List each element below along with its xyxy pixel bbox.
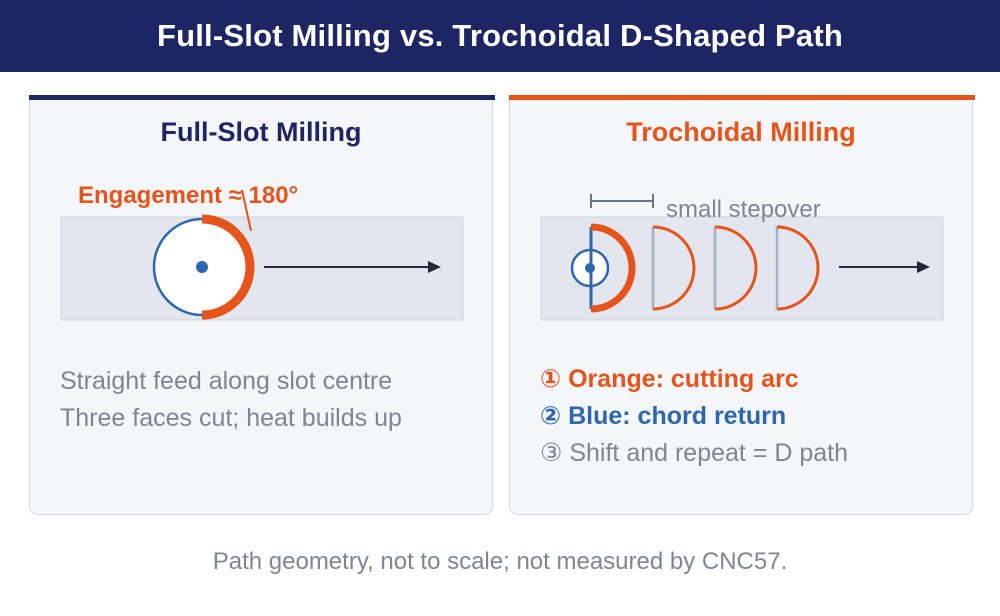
legend-cutting-arc: ① Orange: cutting arc bbox=[540, 365, 799, 393]
panel-accent-bar bbox=[29, 95, 495, 100]
trochoidal-title: Trochoidal Milling bbox=[626, 117, 856, 147]
stepover-label: small stepover bbox=[666, 196, 821, 223]
trochoidal-diagram: small stepover bbox=[540, 194, 944, 321]
engagement-label: Engagement ≈ 180° bbox=[78, 182, 298, 209]
feed-arrowhead bbox=[428, 261, 441, 273]
panel-accent-bar bbox=[509, 95, 975, 100]
legend-chord-return: ② Blue: chord return bbox=[540, 402, 787, 430]
description-line-1: Straight feed along slot centre bbox=[60, 367, 393, 395]
d-path-arc-icon bbox=[590, 223, 636, 313]
d-path-arc-icon bbox=[652, 225, 696, 311]
tool-centre-dot bbox=[196, 261, 208, 273]
full-slot-description: Straight feed along slot centre Three fa… bbox=[60, 363, 402, 437]
cutting-engagement-arc bbox=[201, 214, 255, 320]
footer-note: Path geometry, not to scale; not measure… bbox=[212, 548, 788, 575]
legend-shift-repeat: ③ Shift and repeat = D path bbox=[540, 439, 849, 467]
page-header: Full-Slot Milling vs. Trochoidal D-Shape… bbox=[0, 0, 1000, 72]
slot-workpiece bbox=[60, 216, 464, 321]
feed-arrowhead bbox=[917, 261, 930, 273]
full-slot-title: Full-Slot Milling bbox=[160, 117, 362, 147]
d-path-arc-icon bbox=[776, 225, 820, 311]
engagement-leader-line bbox=[241, 189, 252, 232]
full-slot-panel: Full-Slot Milling Engagement ≈ 180° Stra… bbox=[29, 95, 495, 515]
trochoidal-panel: Trochoidal Milling small stepover ① Oran… bbox=[509, 95, 975, 515]
page-title: Full-Slot Milling vs. Trochoidal D-Shape… bbox=[156, 18, 844, 53]
d-path-arc-icon bbox=[714, 225, 758, 311]
description-line-2: Three faces cut; heat builds up bbox=[60, 404, 402, 432]
full-slot-diagram: Engagement ≈ 180° bbox=[60, 182, 464, 321]
trochoidal-legend: ① Orange: cutting arc ② Blue: chord retu… bbox=[540, 361, 848, 472]
